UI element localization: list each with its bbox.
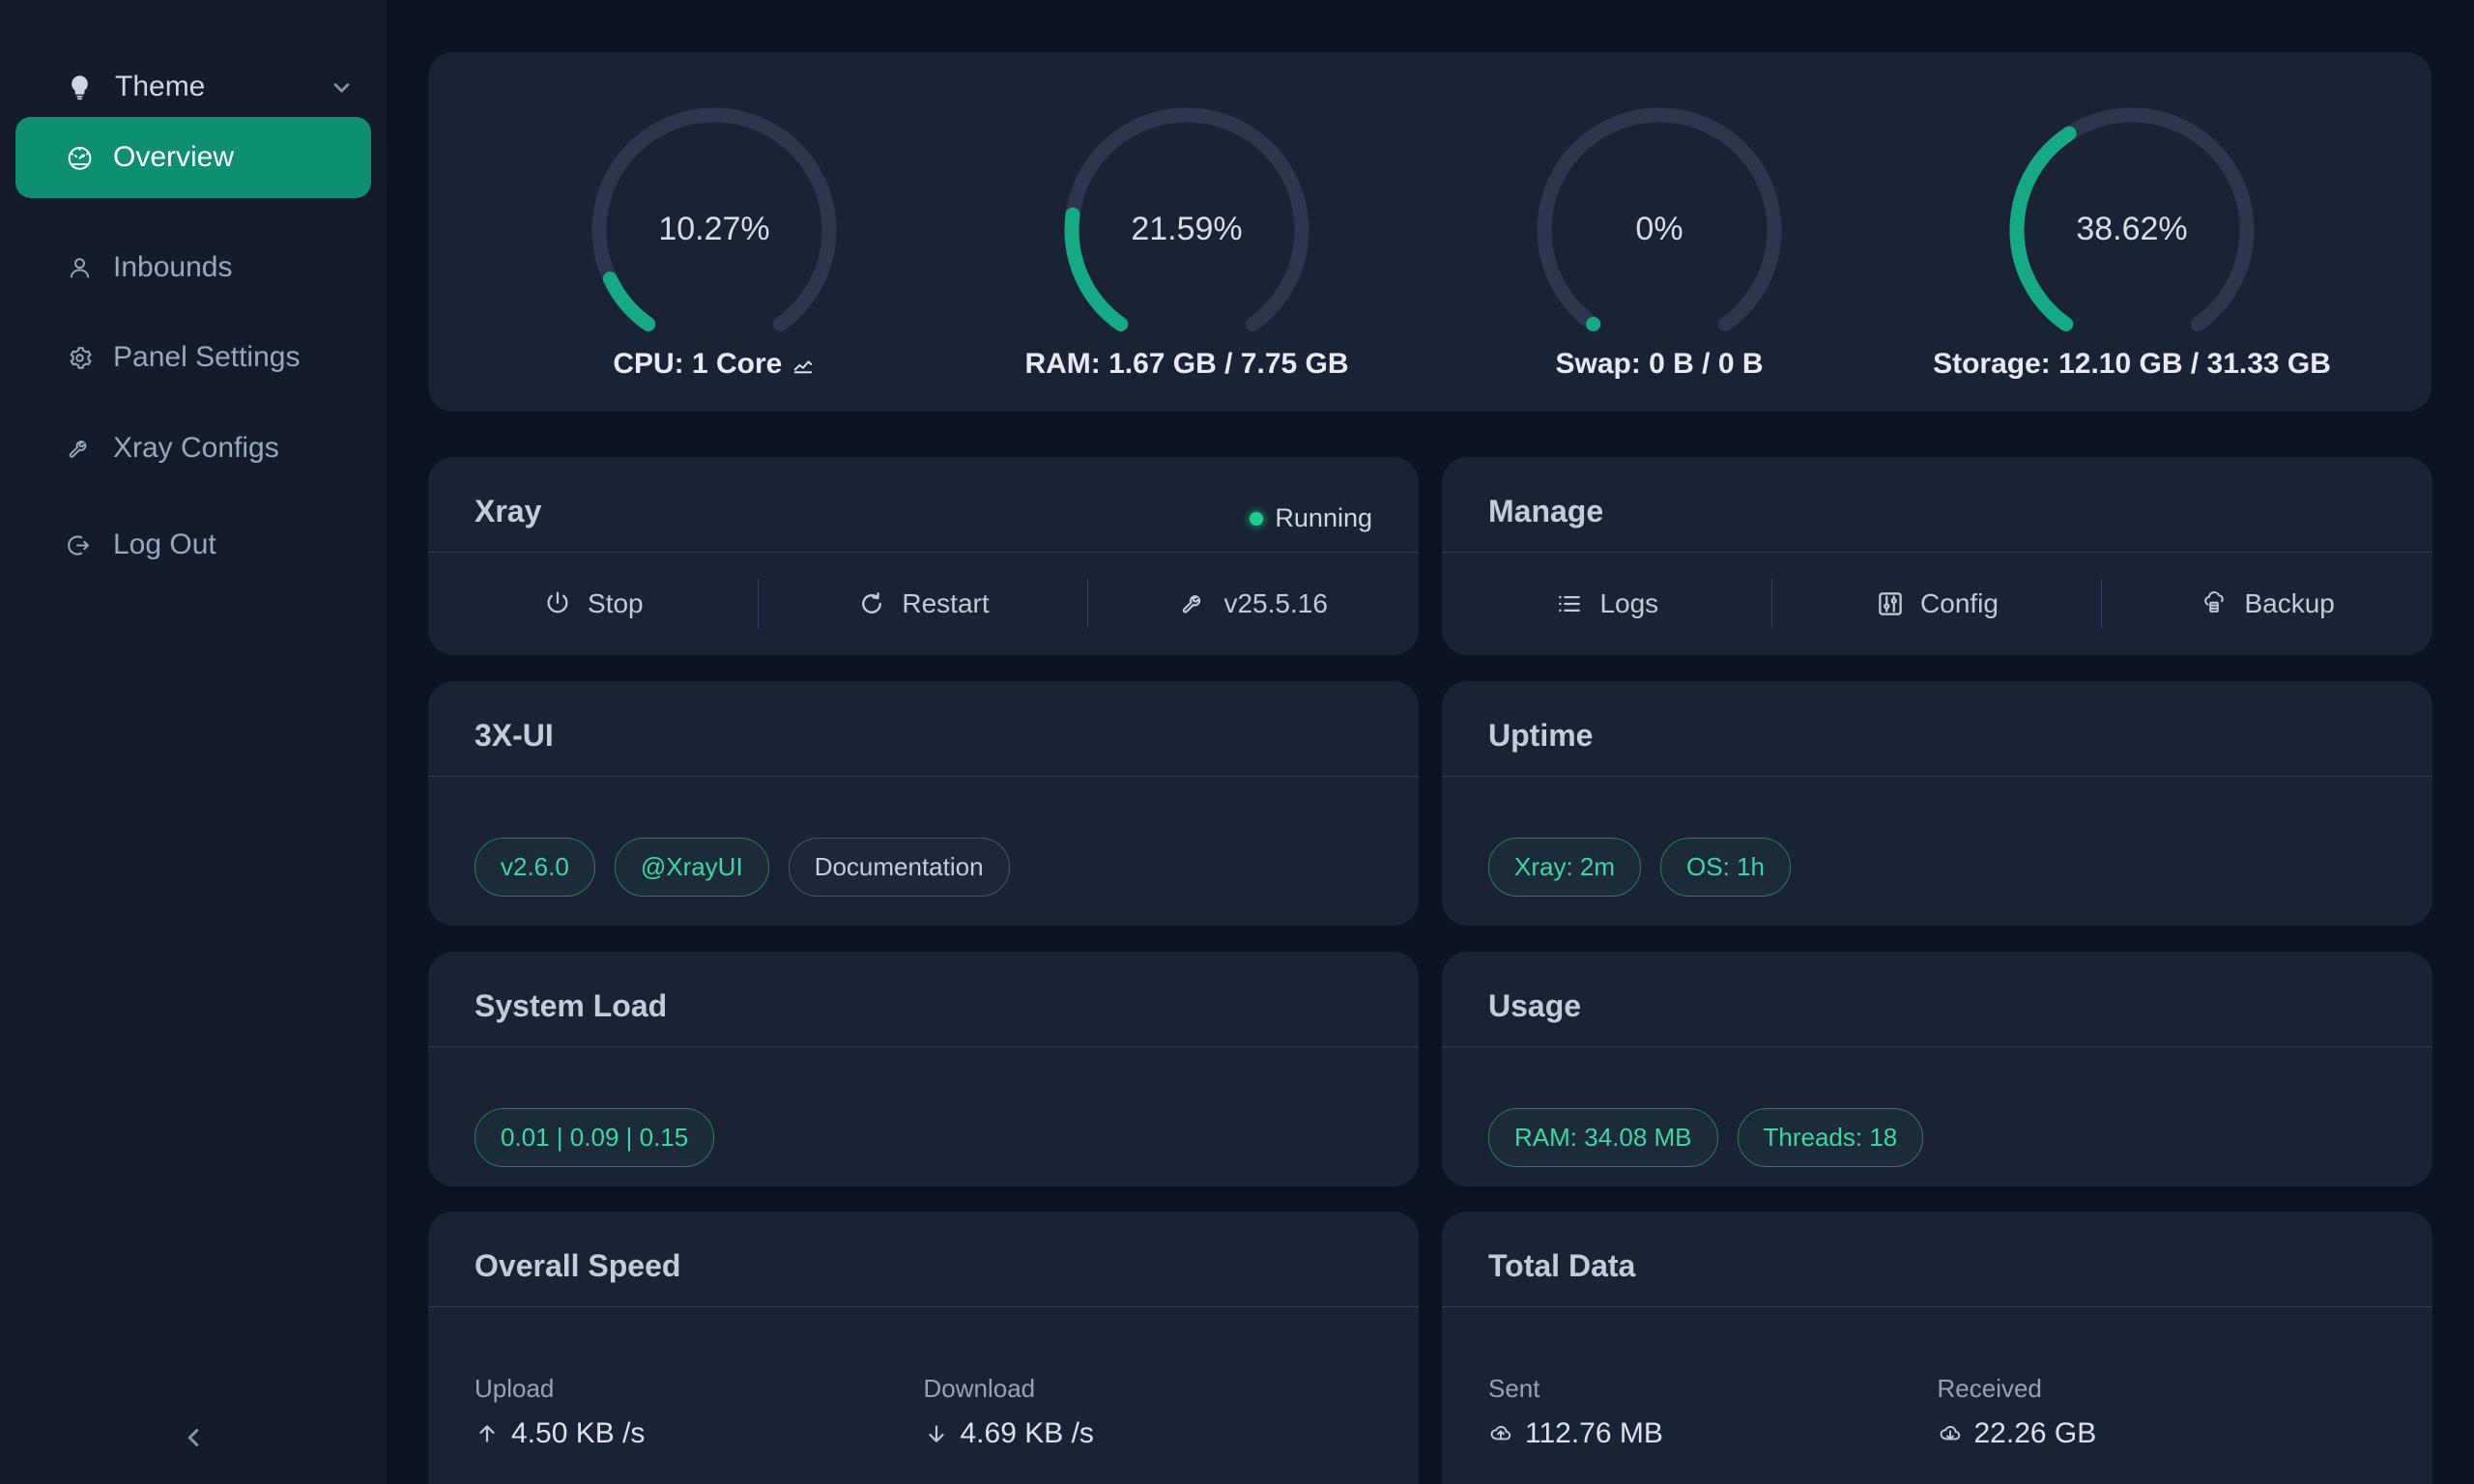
svg-text:0%: 0% [1635, 211, 1683, 247]
svg-text:10.27%: 10.27% [658, 211, 769, 247]
svg-text:38.62%: 38.62% [2076, 211, 2187, 247]
svg-text:21.59%: 21.59% [1131, 211, 1242, 247]
